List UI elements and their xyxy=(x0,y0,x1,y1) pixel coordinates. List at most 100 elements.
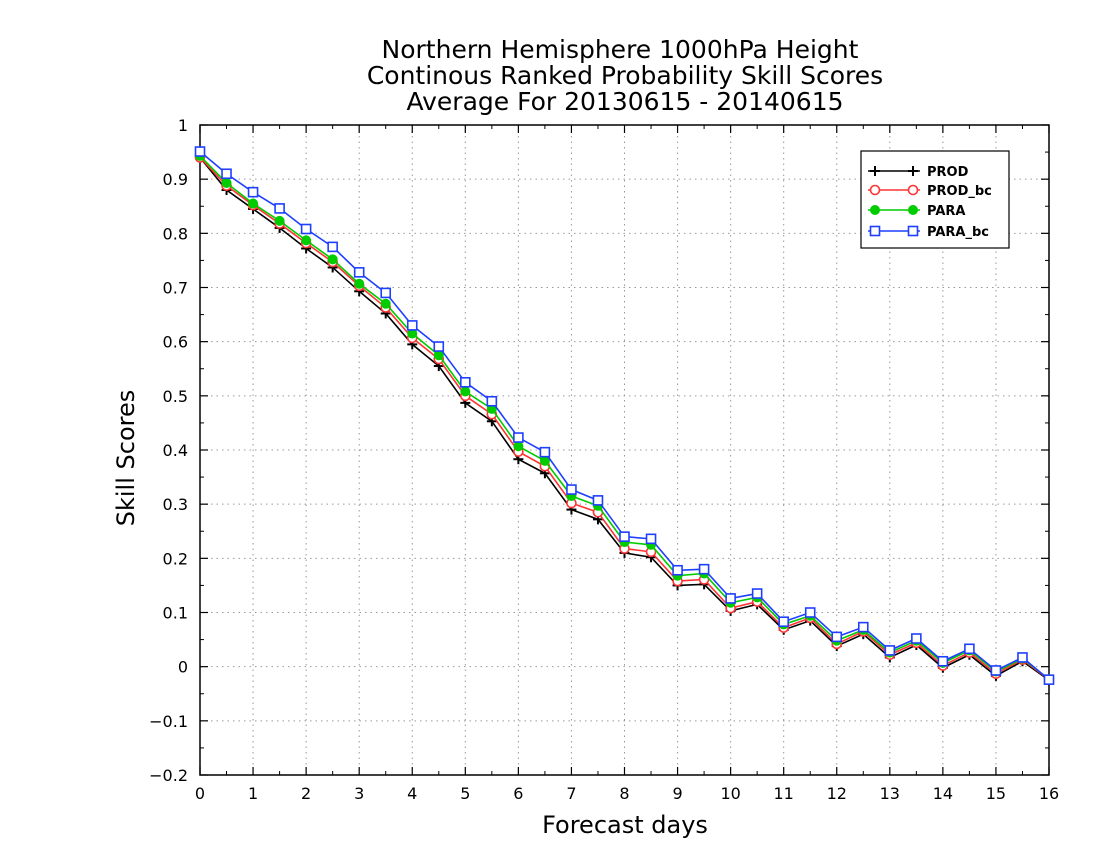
axis-ticks: 0 1 2 3 4 5 6 7 8 9 10 11 12 13 14 15 16−0.2−0.100.10.20… xyxy=(149,116,1059,803)
data-point xyxy=(964,643,975,655)
data-series xyxy=(194,146,1055,686)
data-point xyxy=(460,376,471,388)
data-point xyxy=(354,278,365,289)
x-tick-label: 0 xyxy=(195,784,205,803)
data-point xyxy=(990,665,1002,676)
data-point xyxy=(804,607,816,618)
data-point xyxy=(725,593,736,604)
data-point xyxy=(194,146,206,157)
data-point xyxy=(869,225,881,237)
y-tick-label: 0.2 xyxy=(163,549,188,568)
data-point xyxy=(406,320,418,331)
y-tick-label: 0.7 xyxy=(163,279,188,298)
data-point xyxy=(645,533,657,545)
x-tick-label: 14 xyxy=(933,784,953,803)
x-tick-label: 12 xyxy=(827,784,847,803)
data-point xyxy=(300,223,312,235)
data-point xyxy=(433,341,445,352)
data-point xyxy=(831,631,843,643)
data-point xyxy=(380,298,391,309)
gridlines xyxy=(200,125,1049,775)
data-point xyxy=(513,432,524,443)
legend-label: PROD xyxy=(927,165,969,180)
data-point xyxy=(592,495,604,506)
data-point xyxy=(539,446,551,458)
y-tick-label: 0.4 xyxy=(163,441,188,460)
y-tick-label: −0.1 xyxy=(149,712,188,731)
y-tick-label: 0.5 xyxy=(163,387,188,406)
data-point xyxy=(248,198,259,209)
data-point xyxy=(513,441,524,452)
legend-entry-para: PARA xyxy=(868,204,965,219)
data-point xyxy=(327,241,338,253)
data-point xyxy=(327,254,338,265)
data-point xyxy=(907,225,919,237)
data-point xyxy=(247,186,259,198)
data-point xyxy=(870,205,880,215)
data-point xyxy=(857,621,869,633)
legend-entry-prod: PROD xyxy=(868,165,969,180)
y-tick-label: 0.8 xyxy=(163,224,188,243)
data-point xyxy=(380,287,392,299)
x-tick-label: 6 xyxy=(513,784,523,803)
data-point xyxy=(274,203,285,214)
legend-label: PARA xyxy=(927,204,965,219)
x-tick-label: 4 xyxy=(407,784,417,803)
chart-title-line-1: Northern Hemisphere 1000hPa Height xyxy=(382,35,859,64)
data-point xyxy=(566,484,577,495)
data-point xyxy=(460,386,471,397)
data-point xyxy=(274,215,285,226)
data-point xyxy=(884,645,896,656)
data-point xyxy=(1017,652,1028,663)
legend-box xyxy=(860,150,1010,249)
data-point xyxy=(908,205,918,215)
data-point xyxy=(908,166,918,176)
data-point xyxy=(221,177,232,188)
y-tick-label: 0 xyxy=(178,658,188,677)
data-point xyxy=(911,633,922,644)
chart-title: Northern Hemisphere 1000hPa Height Conti… xyxy=(367,35,883,116)
chart-title-line-2: Continous Ranked Probability Skill Score… xyxy=(367,61,883,90)
data-point xyxy=(870,166,880,176)
x-tick-label: 7 xyxy=(566,784,576,803)
legend-label: PARA_bc xyxy=(927,225,989,240)
x-tick-label: 2 xyxy=(301,784,311,803)
chart-title-line-3: Average For 20130615 - 20140615 xyxy=(406,87,843,116)
data-point xyxy=(301,235,312,246)
y-tick-label: −0.2 xyxy=(149,766,188,785)
x-tick-label: 16 xyxy=(1039,784,1059,803)
data-point xyxy=(698,563,710,575)
legend-entry-para-bc: PARA_bc xyxy=(868,225,989,240)
y-tick-label: 0.3 xyxy=(163,495,188,514)
x-tick-label: 8 xyxy=(619,784,629,803)
data-point xyxy=(353,267,365,278)
x-tick-label: 13 xyxy=(880,784,900,803)
y-axis-label: Skill Scores xyxy=(112,390,140,527)
data-point xyxy=(221,168,232,180)
data-point xyxy=(937,655,949,667)
data-point xyxy=(1043,674,1055,685)
data-point xyxy=(672,564,683,576)
x-tick-label: 9 xyxy=(672,784,682,803)
x-tick-label: 1 xyxy=(248,784,258,803)
x-tick-label: 15 xyxy=(986,784,1006,803)
x-tick-label: 11 xyxy=(774,784,794,803)
x-tick-label: 10 xyxy=(720,784,740,803)
series-para-bc xyxy=(194,146,1055,685)
y-tick-label: 0.1 xyxy=(163,604,188,623)
y-tick-label: 0.6 xyxy=(163,333,188,352)
data-point xyxy=(486,395,498,407)
x-tick-label: 3 xyxy=(354,784,364,803)
data-point xyxy=(751,588,763,599)
data-point xyxy=(778,616,789,628)
data-point xyxy=(619,531,630,542)
x-tick-label: 5 xyxy=(460,784,470,803)
x-axis-label: Forecast days xyxy=(542,811,708,839)
data-point xyxy=(907,184,919,196)
legend-entry-prod-bc: PROD_bc xyxy=(868,184,992,199)
legend: PROD PROD_bc PARA PARA_bc xyxy=(860,150,1010,249)
data-point xyxy=(869,184,881,196)
y-tick-label: 0.9 xyxy=(163,170,188,189)
legend-label: PROD_bc xyxy=(927,184,992,199)
